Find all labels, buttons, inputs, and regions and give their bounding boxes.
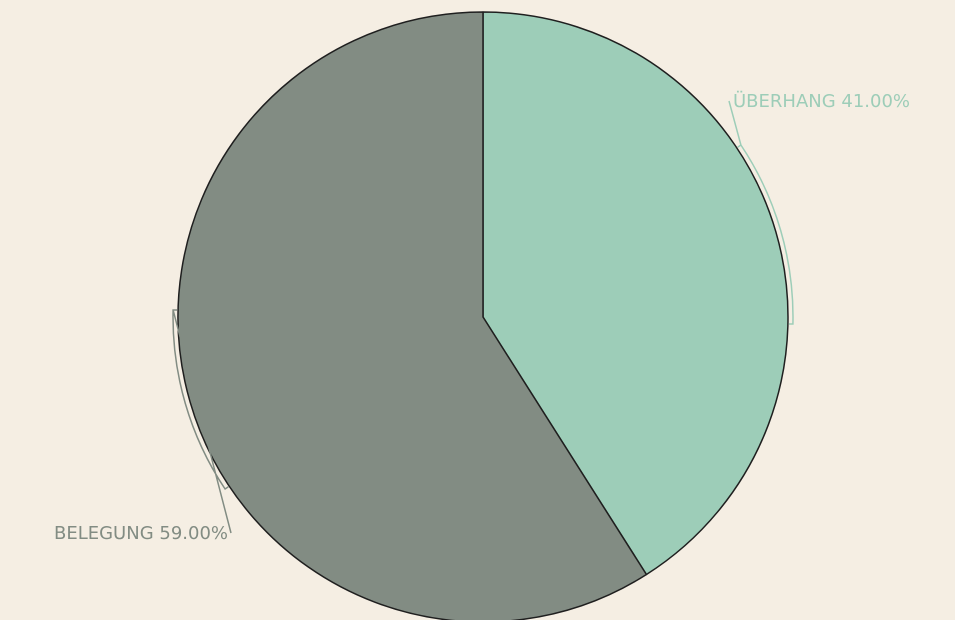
pie-slice-berhang xyxy=(482,11,789,576)
slice-label-uberhang: ÜBERHANG 41.00% xyxy=(733,90,910,112)
leader-line-belegung xyxy=(172,309,232,534)
pie-slices xyxy=(177,11,789,620)
label-leaders xyxy=(172,100,794,534)
pie-slice-belegung xyxy=(177,11,648,620)
slice-labels: ÜBERHANG 41.00% BELEGUNG 59.00% xyxy=(54,90,910,544)
leader-line-berhang xyxy=(728,100,794,325)
slice-label-belegung: BELEGUNG 59.00% xyxy=(54,523,228,544)
